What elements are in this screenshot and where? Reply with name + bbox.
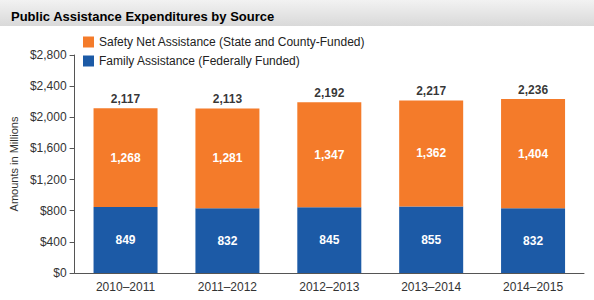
svg-text:1,347: 1,347 — [314, 148, 344, 162]
svg-text:2014–2015: 2014–2015 — [503, 280, 563, 294]
svg-text:2013–2014: 2013–2014 — [401, 280, 461, 294]
svg-text:1,268: 1,268 — [111, 151, 141, 165]
svg-text:832: 832 — [523, 234, 543, 248]
svg-text:1,404: 1,404 — [518, 147, 548, 161]
svg-text:2011–2012: 2011–2012 — [198, 280, 257, 294]
svg-text:$400: $400 — [40, 235, 67, 249]
svg-text:2012–2013: 2012–2013 — [299, 280, 359, 294]
svg-text:$800: $800 — [40, 204, 67, 218]
svg-text:845: 845 — [319, 233, 339, 247]
svg-text:2010–2011: 2010–2011 — [96, 280, 156, 294]
svg-text:832: 832 — [217, 234, 237, 248]
svg-text:2,113: 2,113 — [213, 92, 243, 106]
svg-text:Family Assistance (Federally F: Family Assistance (Federally Funded) — [99, 54, 300, 68]
svg-text:$0: $0 — [53, 266, 67, 280]
svg-text:$2,400: $2,400 — [30, 79, 67, 93]
svg-text:Public Assistance Expenditures: Public Assistance Expenditures by Source — [11, 9, 274, 24]
svg-text:1,362: 1,362 — [416, 146, 446, 160]
svg-text:855: 855 — [421, 233, 441, 247]
svg-text:$1,200: $1,200 — [30, 173, 67, 187]
svg-text:$2,800: $2,800 — [30, 48, 67, 62]
svg-text:$1,600: $1,600 — [30, 141, 67, 155]
svg-text:849: 849 — [116, 233, 136, 247]
svg-text:Safety Net Assistance (State a: Safety Net Assistance (State and County-… — [99, 35, 364, 49]
svg-text:1,281: 1,281 — [212, 151, 242, 165]
svg-text:2,117: 2,117 — [111, 92, 141, 106]
svg-text:2,217: 2,217 — [416, 84, 446, 98]
svg-text:2,192: 2,192 — [314, 86, 344, 100]
svg-text:2,236: 2,236 — [518, 83, 548, 97]
svg-text:Amounts in Millions: Amounts in Millions — [8, 116, 20, 211]
svg-text:$2,000: $2,000 — [30, 110, 67, 124]
